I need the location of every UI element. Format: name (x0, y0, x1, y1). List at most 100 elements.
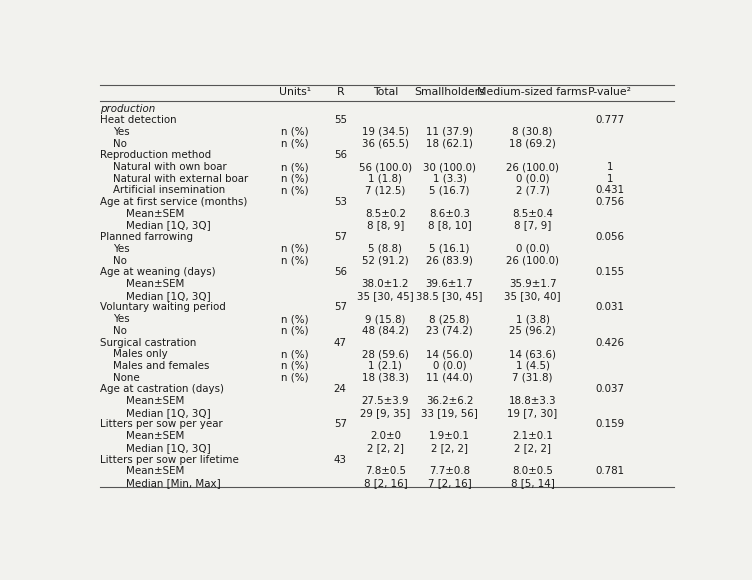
Text: 55: 55 (334, 115, 347, 125)
Text: R: R (336, 88, 344, 97)
Text: 1: 1 (607, 162, 613, 172)
Text: 0.431: 0.431 (596, 186, 624, 195)
Text: 0.037: 0.037 (596, 385, 624, 394)
Text: Natural with external boar: Natural with external boar (113, 174, 248, 184)
Text: 1 (2.1): 1 (2.1) (368, 361, 402, 371)
Text: Mean±SEM: Mean±SEM (126, 466, 184, 476)
Text: 0.781: 0.781 (596, 466, 624, 476)
Text: 0.756: 0.756 (596, 197, 624, 207)
Text: 0 (0.0): 0 (0.0) (516, 174, 550, 184)
Text: 36.2±6.2: 36.2±6.2 (426, 396, 473, 406)
Text: 8.0±0.5: 8.0±0.5 (512, 466, 553, 476)
Text: 18.8±3.3: 18.8±3.3 (509, 396, 556, 406)
Text: No: No (113, 326, 126, 336)
Text: 35.9±1.7: 35.9±1.7 (509, 279, 556, 289)
Text: 43: 43 (334, 455, 347, 465)
Text: Voluntary waiting period: Voluntary waiting period (100, 302, 226, 313)
Text: 53: 53 (334, 197, 347, 207)
Text: 52 (91.2): 52 (91.2) (362, 256, 409, 266)
Text: n (%): n (%) (281, 361, 309, 371)
Text: No: No (113, 256, 126, 266)
Text: 0.426: 0.426 (596, 338, 624, 347)
Text: n (%): n (%) (281, 326, 309, 336)
Text: 30 (100.0): 30 (100.0) (423, 162, 476, 172)
Text: n (%): n (%) (281, 314, 309, 324)
Text: 2 [2, 2]: 2 [2, 2] (367, 443, 404, 453)
Text: 26 (83.9): 26 (83.9) (426, 256, 473, 266)
Text: 18 (69.2): 18 (69.2) (509, 139, 556, 148)
Text: Units¹: Units¹ (279, 88, 311, 97)
Text: Yes: Yes (113, 314, 129, 324)
Text: 2 [2, 2]: 2 [2, 2] (431, 443, 468, 453)
Text: 48 (84.2): 48 (84.2) (362, 326, 409, 336)
Text: Total: Total (373, 88, 398, 97)
Text: 24: 24 (334, 385, 347, 394)
Text: 25 (96.2): 25 (96.2) (509, 326, 556, 336)
Text: 5 (8.8): 5 (8.8) (368, 244, 402, 254)
Text: None: None (113, 373, 139, 383)
Text: 18 (38.3): 18 (38.3) (362, 373, 409, 383)
Text: 1.9±0.1: 1.9±0.1 (429, 431, 470, 441)
Text: Age at first service (months): Age at first service (months) (100, 197, 247, 207)
Text: 7 (31.8): 7 (31.8) (512, 373, 553, 383)
Text: Age at weaning (days): Age at weaning (days) (100, 267, 216, 277)
Text: Median [1Q, 3Q]: Median [1Q, 3Q] (126, 220, 211, 231)
Text: Mean±SEM: Mean±SEM (126, 396, 184, 406)
Text: Yes: Yes (113, 244, 129, 254)
Text: 8 (25.8): 8 (25.8) (429, 314, 470, 324)
Text: n (%): n (%) (281, 349, 309, 359)
Text: 57: 57 (334, 419, 347, 429)
Text: 11 (44.0): 11 (44.0) (426, 373, 473, 383)
Text: 0 (0.0): 0 (0.0) (432, 361, 466, 371)
Text: 2.0±0: 2.0±0 (370, 431, 401, 441)
Text: 39.6±1.7: 39.6±1.7 (426, 279, 473, 289)
Text: 5 (16.1): 5 (16.1) (429, 244, 470, 254)
Text: Median [1Q, 3Q]: Median [1Q, 3Q] (126, 291, 211, 301)
Text: Natural with own boar: Natural with own boar (113, 162, 226, 172)
Text: Smallholders: Smallholders (414, 88, 485, 97)
Text: 8 [2, 16]: 8 [2, 16] (363, 478, 408, 488)
Text: 8.6±0.3: 8.6±0.3 (429, 209, 470, 219)
Text: 7.8±0.5: 7.8±0.5 (365, 466, 406, 476)
Text: 8 [7, 9]: 8 [7, 9] (514, 220, 551, 231)
Text: 33 [19, 56]: 33 [19, 56] (421, 408, 478, 418)
Text: 19 [7, 30]: 19 [7, 30] (508, 408, 558, 418)
Text: 7.7±0.8: 7.7±0.8 (429, 466, 470, 476)
Text: 1 (3.3): 1 (3.3) (432, 174, 466, 184)
Text: Heat detection: Heat detection (100, 115, 177, 125)
Text: 0.777: 0.777 (596, 115, 624, 125)
Text: Mean±SEM: Mean±SEM (126, 279, 184, 289)
Text: 5 (16.7): 5 (16.7) (429, 186, 470, 195)
Text: Yes: Yes (113, 127, 129, 137)
Text: Median [Min, Max]: Median [Min, Max] (126, 478, 221, 488)
Text: Artificial insemination: Artificial insemination (113, 186, 225, 195)
Text: n (%): n (%) (281, 244, 309, 254)
Text: 1 (4.5): 1 (4.5) (516, 361, 550, 371)
Text: 57: 57 (334, 302, 347, 313)
Text: 47: 47 (334, 338, 347, 347)
Text: Planned farrowing: Planned farrowing (100, 232, 193, 242)
Text: 7 (12.5): 7 (12.5) (365, 186, 405, 195)
Text: Median [1Q, 3Q]: Median [1Q, 3Q] (126, 408, 211, 418)
Text: 0.155: 0.155 (596, 267, 624, 277)
Text: n (%): n (%) (281, 256, 309, 266)
Text: 7 [2, 16]: 7 [2, 16] (428, 478, 472, 488)
Text: 38.0±1.2: 38.0±1.2 (362, 279, 409, 289)
Text: 26 (100.0): 26 (100.0) (506, 256, 559, 266)
Text: 0 (0.0): 0 (0.0) (516, 244, 550, 254)
Text: 11 (37.9): 11 (37.9) (426, 127, 473, 137)
Text: Age at castration (days): Age at castration (days) (100, 385, 224, 394)
Text: No: No (113, 139, 126, 148)
Text: 57: 57 (334, 232, 347, 242)
Text: n (%): n (%) (281, 373, 309, 383)
Text: 8.5±0.4: 8.5±0.4 (512, 209, 553, 219)
Text: Surgical castration: Surgical castration (100, 338, 196, 347)
Text: Males only: Males only (113, 349, 168, 359)
Text: Mean±SEM: Mean±SEM (126, 431, 184, 441)
Text: 35 [30, 45]: 35 [30, 45] (357, 291, 414, 301)
Text: production: production (100, 104, 155, 114)
Text: Reproduction method: Reproduction method (100, 150, 211, 160)
Text: Medium-sized farms: Medium-sized farms (478, 88, 587, 97)
Text: 14 (63.6): 14 (63.6) (509, 349, 556, 359)
Text: 2 (7.7): 2 (7.7) (516, 186, 550, 195)
